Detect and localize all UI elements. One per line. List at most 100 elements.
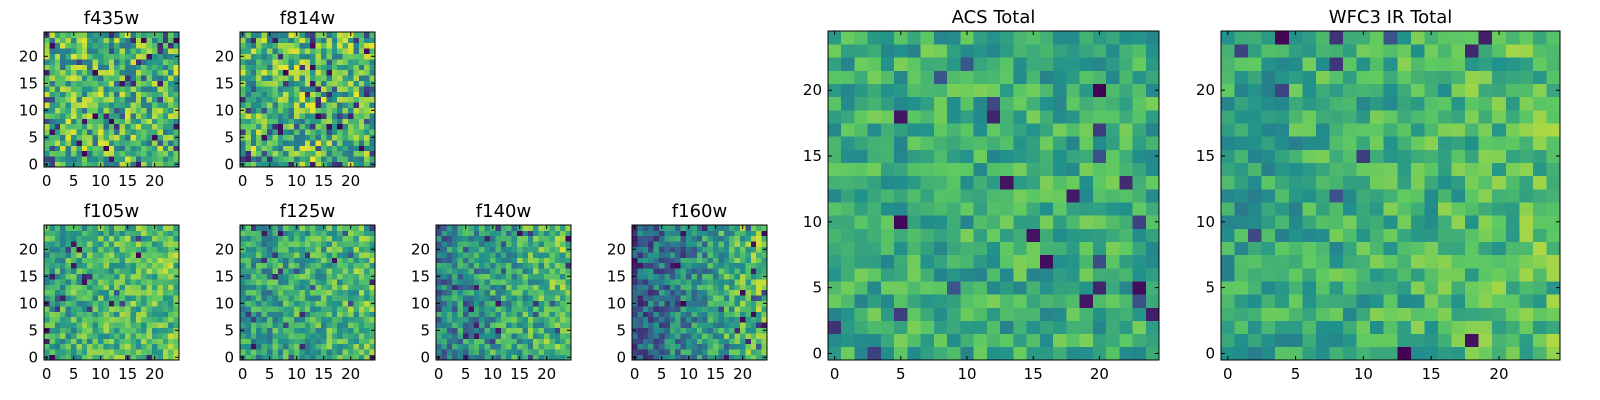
heatmap-cell <box>173 225 180 231</box>
heatmap-cell <box>261 150 268 157</box>
heatmap-cell <box>920 96 935 111</box>
y-tick-label: 20 <box>19 240 38 258</box>
heatmap-cell <box>632 241 638 247</box>
heatmap-cell <box>76 59 83 65</box>
heatmap-cell <box>1478 241 1493 256</box>
heatmap-cell <box>135 241 142 247</box>
heatmap-cell <box>44 284 50 291</box>
heatmap-cell <box>1451 333 1466 348</box>
heatmap-cell <box>680 268 687 274</box>
heatmap-cell <box>326 327 333 334</box>
heatmap-cell <box>500 311 507 318</box>
heatmap-cell <box>707 311 714 318</box>
heatmap-cell <box>162 150 169 157</box>
heatmap-cell <box>130 316 137 323</box>
heatmap-cell <box>761 262 768 269</box>
heatmap-cell <box>1465 188 1480 203</box>
heatmap-cell <box>369 333 376 339</box>
heatmap-cell <box>125 107 131 114</box>
heatmap-cell <box>565 284 572 291</box>
heatmap-cell <box>1000 123 1014 137</box>
heatmap-cell <box>310 311 316 318</box>
heatmap-cell <box>554 289 561 296</box>
heatmap-cell <box>511 322 518 328</box>
heatmap-cell <box>517 235 523 242</box>
heatmap-cell <box>267 273 273 280</box>
heatmap-cell <box>1275 267 1290 282</box>
heatmap-cell <box>277 289 284 296</box>
heatmap-cell <box>1492 215 1507 229</box>
heatmap-cell <box>1410 241 1425 256</box>
heatmap-cell <box>54 134 61 141</box>
heatmap-cell <box>348 37 354 44</box>
heatmap-cell <box>659 273 665 280</box>
heatmap-cell <box>125 156 131 162</box>
heatmap-cell <box>358 80 365 87</box>
heatmap-cell <box>348 306 354 312</box>
heatmap-cell <box>348 311 354 318</box>
heatmap-cell <box>1532 254 1547 269</box>
heatmap-cell <box>98 252 104 258</box>
heatmap-cell <box>1343 215 1357 229</box>
heatmap-cell <box>506 343 512 350</box>
heatmap-cell <box>54 338 61 345</box>
heatmap-cell <box>245 150 252 157</box>
heatmap-cell <box>256 268 262 274</box>
heatmap-cell <box>310 284 316 291</box>
heatmap-cell <box>1053 267 1067 282</box>
heatmap-cell <box>173 311 180 318</box>
heatmap-cell <box>125 91 131 98</box>
heatmap-cell <box>277 241 284 247</box>
heatmap-cell <box>1106 307 1120 321</box>
heatmap-cell <box>1451 188 1466 203</box>
heatmap-cell <box>511 241 518 247</box>
heatmap-cell <box>369 37 376 44</box>
heatmap-cell <box>1000 162 1014 177</box>
heatmap-cell <box>880 267 895 282</box>
heatmap-cell <box>473 289 480 296</box>
heatmap-cell <box>60 69 66 76</box>
heatmap-cell <box>272 59 279 65</box>
heatmap-cell <box>250 322 257 328</box>
heatmap-cell <box>973 57 988 71</box>
heatmap-cell <box>162 241 169 247</box>
heatmap-cell <box>256 273 262 280</box>
heatmap-cell <box>119 343 126 350</box>
heatmap-cell <box>315 343 322 350</box>
heatmap-cell <box>92 107 99 114</box>
heatmap-cell <box>240 59 246 65</box>
heatmap-cell <box>696 316 703 323</box>
heatmap-cell <box>1145 162 1160 177</box>
heatmap-cell <box>632 230 638 237</box>
heatmap-cell <box>533 327 539 334</box>
heatmap-cell <box>65 48 72 54</box>
heatmap-cell <box>342 338 349 345</box>
heatmap-cell <box>761 279 768 285</box>
heatmap-cell <box>500 279 507 285</box>
heatmap-cell <box>261 338 268 345</box>
heatmap-cell <box>49 300 56 307</box>
heatmap-cell <box>894 31 908 45</box>
heatmap-cell <box>245 69 252 76</box>
x-tick-label: 10 <box>483 365 502 383</box>
heatmap-cell <box>87 300 93 307</box>
heatmap-cell <box>441 246 448 253</box>
heatmap-cell <box>664 246 671 253</box>
heatmap-cell <box>130 107 137 114</box>
heatmap-cell <box>740 333 746 339</box>
heatmap-cell <box>642 354 649 361</box>
heatmap-cell <box>353 113 360 119</box>
heatmap-cell <box>933 136 948 150</box>
heatmap-cell <box>92 252 99 258</box>
heatmap-cell <box>364 150 370 157</box>
heatmap-cell <box>452 349 458 355</box>
heatmap-cell <box>669 306 676 312</box>
heatmap-cell <box>267 118 273 125</box>
heatmap-cell <box>114 262 120 269</box>
heatmap-cell <box>1329 241 1344 256</box>
heatmap-cell <box>1106 136 1120 150</box>
heatmap-cell <box>98 241 104 247</box>
heatmap-cell <box>549 273 556 280</box>
heatmap-cell <box>761 322 768 328</box>
heatmap-cell <box>92 316 99 323</box>
